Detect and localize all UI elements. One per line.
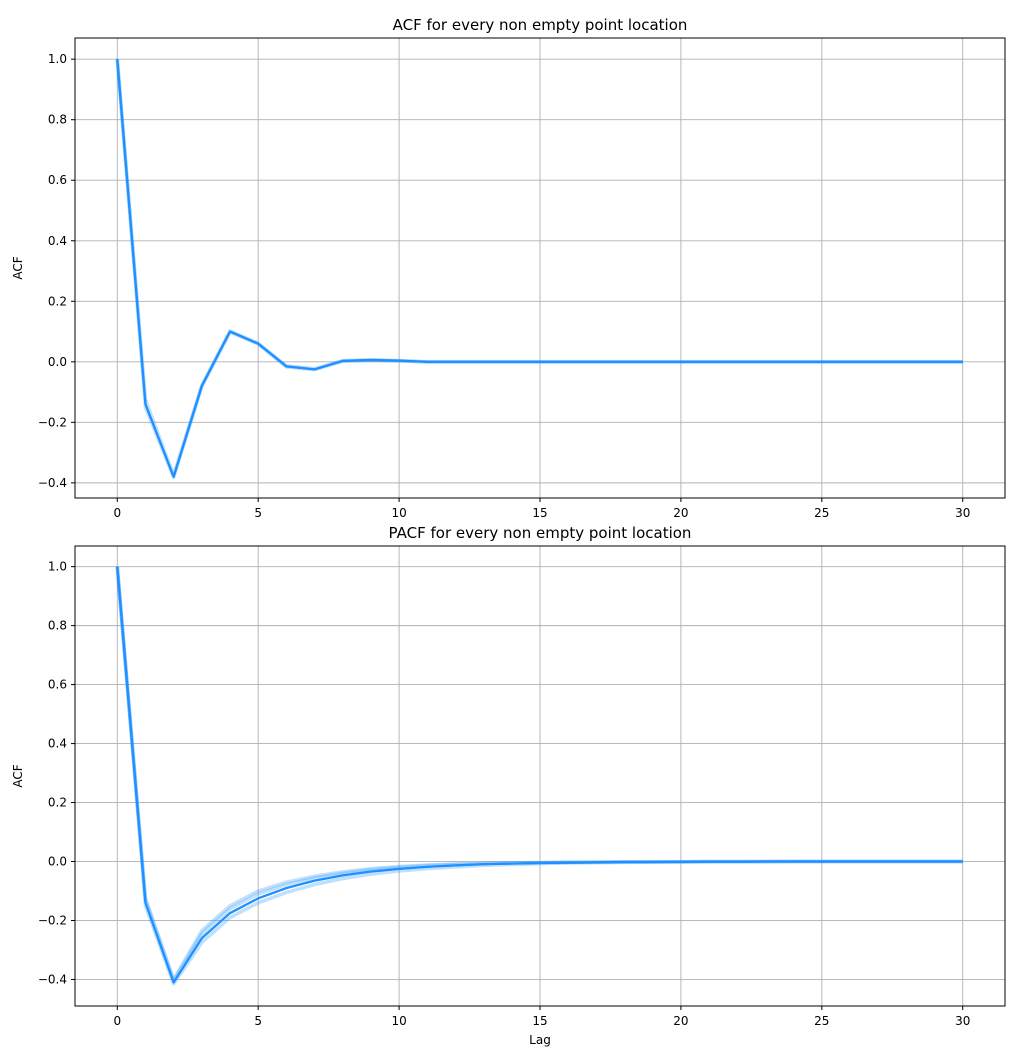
acf-y-tick-label: 0.2 — [48, 294, 67, 308]
pacf-x-tick-label: 10 — [391, 1014, 406, 1028]
acf-y-tick-label: −0.2 — [38, 415, 67, 429]
pacf-y-axis-label: ACF — [11, 764, 25, 787]
pacf-y-tick-label: 0.0 — [48, 855, 67, 869]
pacf-y-tick-label: −0.4 — [38, 972, 67, 986]
acf-y-tick-label: 0.4 — [48, 234, 67, 248]
acf-y-tick-label: 1.0 — [48, 52, 67, 66]
pacf-y-tick-label: 0.8 — [48, 619, 67, 633]
acf-grid — [75, 38, 1005, 498]
pacf-chart-title: PACF for every non empty point location — [389, 524, 692, 542]
acf-x-tick-label: 15 — [532, 506, 547, 520]
pacf-x-tick-label: 25 — [814, 1014, 829, 1028]
pacf-x-tick-label: 30 — [955, 1014, 970, 1028]
pacf-x-tick-label: 0 — [113, 1014, 121, 1028]
pacf-y-tick-label: −0.2 — [38, 913, 67, 927]
pacf-x-tick-label: 5 — [254, 1014, 262, 1028]
pacf-x-tick-label: 15 — [532, 1014, 547, 1028]
pacf-series-group — [115, 566, 963, 986]
pacf-panel: 0 5 10 15 20 25 30 −0.4 −0.2 0.0 0.2 0.4 0.6 0.8 1.0 PA… — [11, 524, 1006, 1047]
pacf-y-tick-label: 1.0 — [48, 560, 67, 574]
pacf-x-axis-label: Lag — [529, 1033, 551, 1047]
acf-x-tick-label: 20 — [673, 506, 688, 520]
acf-panel: 0 5 10 15 20 25 30 −0.4 −0.2 0.0 0.2 0.4 0.6 0.8 1.0 AC… — [11, 16, 1006, 520]
acf-y-tick-label: 0.6 — [48, 173, 67, 187]
acf-series-line — [116, 59, 963, 478]
acf-y-tick-label: −0.4 — [38, 476, 67, 490]
acf-x-tick-label: 0 — [113, 506, 121, 520]
pacf-grid — [75, 546, 1005, 1006]
pacf-y-tick-label: 0.6 — [48, 678, 67, 692]
acf-chart-title: ACF for every non empty point location — [393, 16, 688, 34]
acf-x-tick-label: 30 — [955, 506, 970, 520]
acf-x-tick-label: 25 — [814, 506, 829, 520]
acf-series-group — [115, 59, 963, 480]
pacf-y-tick-label: 0.2 — [48, 796, 67, 810]
acf-y-tick-label: 0.0 — [48, 355, 67, 369]
acf-y-axis-label: ACF — [11, 256, 25, 279]
pacf-series-line — [116, 566, 963, 984]
pacf-x-tick-label: 20 — [673, 1014, 688, 1028]
acf-y-tick-label: 0.8 — [48, 113, 67, 127]
acf-x-tick-label: 5 — [254, 506, 262, 520]
acf-x-tick-label: 10 — [391, 506, 406, 520]
pacf-y-tick-label: 0.4 — [48, 737, 67, 751]
